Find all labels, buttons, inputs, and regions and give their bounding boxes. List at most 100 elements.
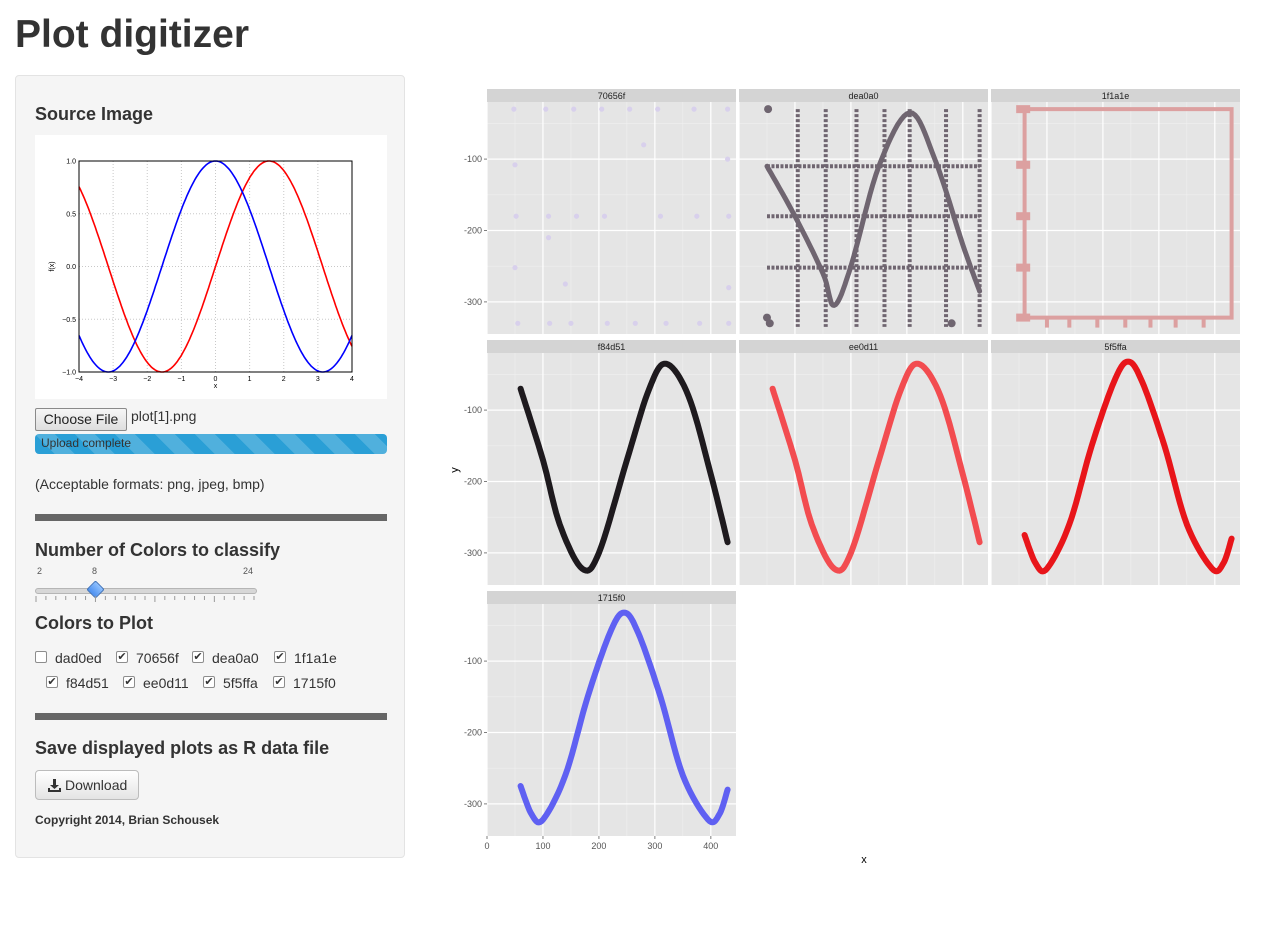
checkbox-box[interactable]: ✔ — [203, 676, 215, 688]
facet-strip — [991, 89, 1240, 102]
data-point — [1067, 317, 1072, 328]
facet-panel-1f1a1e: 1f1a1e — [990, 89, 1240, 334]
y-tick-label: -200 — [464, 225, 482, 235]
series-line — [78, 160, 353, 373]
data-point — [599, 106, 605, 112]
download-button-label: Download — [65, 777, 128, 793]
slider-tick-marks — [35, 596, 255, 602]
x-tick-label: −3 — [109, 376, 117, 383]
digitized-curve — [517, 609, 731, 826]
x-tick-label: 3 — [316, 376, 320, 383]
download-button[interactable]: Download — [35, 770, 139, 800]
digitized-curve — [764, 110, 983, 308]
facet-panel-ee0d11: ee0d11 — [738, 340, 988, 585]
data-point — [765, 319, 774, 328]
data-point — [641, 142, 647, 148]
checkbox-box[interactable]: ✔ — [123, 676, 135, 688]
facet-strip — [991, 340, 1240, 353]
checkbox-label: 5f5ffa — [223, 675, 258, 691]
facet-strip-label: 70656f — [598, 91, 626, 101]
digitized-curve — [517, 360, 731, 574]
y-axis-label: f(x) — [49, 261, 56, 271]
data-point — [545, 235, 552, 241]
y-tick-label: -200 — [464, 727, 482, 737]
section-divider — [35, 514, 387, 521]
facet-strip — [487, 89, 736, 102]
x-tick-label: 0 — [214, 376, 218, 383]
y-tick-label: -200 — [464, 476, 482, 486]
data-point — [764, 105, 773, 114]
facet-strip — [487, 591, 736, 604]
data-point — [1016, 263, 1031, 272]
data-point — [1016, 313, 1031, 322]
checkbox-box[interactable]: ✔ — [274, 651, 286, 663]
y-tick-label: -300 — [464, 297, 482, 307]
data-point — [512, 162, 518, 168]
data-point — [511, 106, 517, 112]
facet-plot-chart: 70656f -100 -200 -300 dea0a0 1f1a1e f84d51 -100… — [449, 89, 1240, 866]
data-point — [691, 106, 697, 112]
x-tick-label: −2 — [143, 376, 151, 383]
data-point — [726, 285, 732, 291]
upload-status-text: Upload complete — [41, 436, 132, 450]
y-tick-label: -300 — [464, 799, 482, 809]
data-point — [512, 265, 518, 271]
data-point — [571, 106, 577, 112]
y-tick-label: 0.5 — [66, 211, 76, 218]
digitized-curve — [769, 360, 983, 574]
data-point — [1095, 317, 1100, 328]
data-point — [1123, 317, 1128, 328]
x-tick-label: 100 — [535, 841, 550, 851]
panel-background — [991, 102, 1240, 334]
data-point — [1148, 317, 1153, 328]
choose-file-button[interactable]: Choose File — [35, 408, 127, 431]
facet-panel-1715f0: 1715f0 -100 -200 -300 0 100 200 300 400 — [464, 591, 736, 851]
x-tick-label: 200 — [591, 841, 606, 851]
facet-strip — [487, 340, 736, 353]
data-point — [697, 320, 703, 326]
data-point — [725, 156, 731, 162]
checkbox-box[interactable]: ✔ — [116, 651, 128, 663]
data-point — [726, 213, 732, 219]
y-tick-label: −0.5 — [62, 317, 76, 324]
y-tick-label: -100 — [464, 154, 482, 164]
colors-to-plot-title: Colors to Plot — [35, 613, 153, 633]
checkbox-label: dea0a0 — [212, 650, 259, 666]
x-axis-label: x — [214, 383, 218, 390]
checkbox-box[interactable]: ✔ — [192, 651, 204, 663]
x-tick-label: −1 — [177, 376, 185, 383]
x-axis-label: x — [861, 854, 867, 866]
data-point — [601, 213, 608, 219]
data-point — [657, 213, 664, 219]
slider-track[interactable] — [35, 588, 257, 594]
acceptable-formats-note: (Acceptable formats: png, jpeg, bmp) — [35, 476, 265, 492]
data-point — [726, 320, 732, 326]
checkbox-label: 70656f — [136, 650, 179, 666]
data-point — [1016, 105, 1031, 114]
y-tick-label: -100 — [464, 656, 482, 666]
save-plots-title: Save displayed plots as R data file — [35, 738, 330, 758]
slider-min-label: 2 — [37, 566, 43, 576]
x-tick-label: −4 — [75, 376, 83, 383]
colors-count-title: Number of Colors to classify — [35, 540, 281, 560]
source-image-title: Source Image — [35, 104, 154, 124]
y-axis-label: y — [449, 467, 461, 473]
data-point — [725, 106, 731, 112]
facet-strip-label: 5f5ffa — [1104, 342, 1126, 352]
data-point — [545, 213, 552, 219]
data-point — [1201, 317, 1206, 328]
data-point — [515, 320, 521, 326]
colors-count-slider[interactable]: 2 8 24 — [35, 566, 257, 606]
data-point — [1016, 212, 1031, 221]
checkbox-box[interactable] — [35, 651, 47, 663]
checkbox-box[interactable]: ✔ — [273, 676, 285, 688]
digitized-curve — [1021, 358, 1235, 575]
checkbox-box[interactable]: ✔ — [46, 676, 58, 688]
slider-max-label: 24 — [243, 566, 254, 576]
facet-strip — [739, 89, 988, 102]
download-icon — [48, 779, 61, 792]
checkbox-label: 1715f0 — [293, 675, 336, 691]
selected-file-name: plot[1].png — [131, 408, 197, 424]
facet-strip-label: 1715f0 — [598, 593, 626, 603]
facet-strip — [739, 340, 988, 353]
